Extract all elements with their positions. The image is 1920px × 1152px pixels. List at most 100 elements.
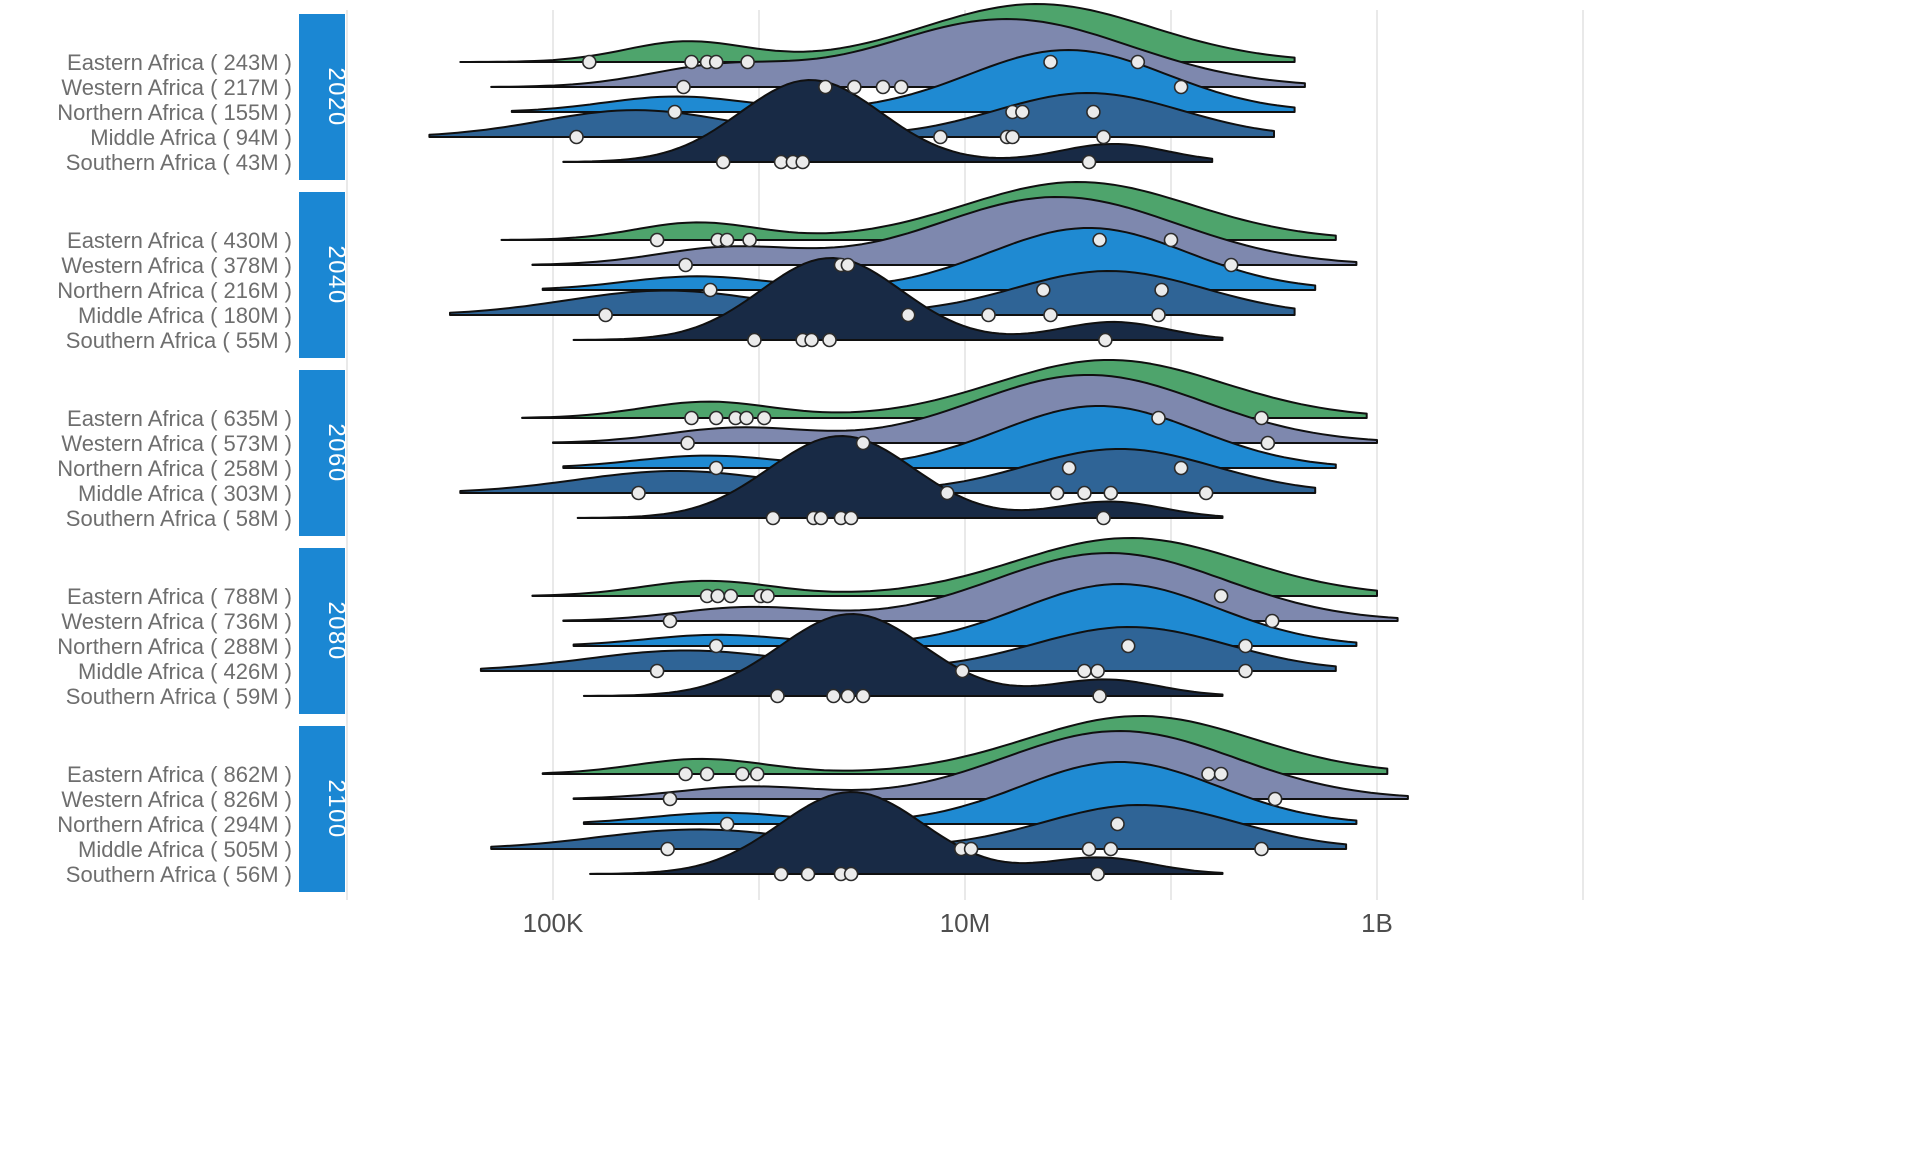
data-point-dot [813, 510, 829, 526]
data-point-dot [795, 154, 811, 170]
row-label: Eastern Africa ( 635M ) [67, 406, 292, 431]
row-label: Middle Africa ( 180M ) [78, 303, 292, 328]
data-point-dot [702, 282, 718, 298]
data-point-dot [734, 766, 750, 782]
row-label: Middle Africa ( 426M ) [78, 659, 292, 684]
data-point-dot [1043, 54, 1058, 70]
data-point-dot [708, 410, 724, 426]
data-point-dot [1163, 232, 1179, 248]
row-label: Eastern Africa ( 243M ) [67, 50, 292, 75]
data-point-dot [1201, 766, 1216, 782]
density-ridge [521, 359, 1368, 419]
data-point-dot [667, 104, 683, 120]
data-point-dot [631, 485, 646, 501]
row-label: Northern Africa ( 288M ) [57, 634, 292, 659]
density-ridge [562, 79, 1214, 163]
row-label: Southern Africa ( 59M ) [66, 684, 292, 709]
data-point-dot [840, 688, 856, 704]
data-point-dot [1036, 282, 1051, 298]
data-point-dot [1077, 663, 1092, 679]
data-point-dot [1223, 257, 1239, 273]
data-point-dot [708, 638, 724, 654]
row-label: Western Africa ( 736M ) [61, 609, 292, 634]
row-label: Western Africa ( 826M ) [61, 787, 292, 812]
data-point-dot [1173, 460, 1189, 476]
data-point-dot [684, 410, 699, 426]
row-label: Southern Africa ( 56M ) [66, 862, 292, 887]
data-point-dot [708, 54, 724, 70]
density-ridge [589, 791, 1224, 875]
data-point-dot [678, 257, 693, 273]
data-point-dot [1110, 816, 1125, 832]
data-point-dot [649, 663, 665, 679]
data-point-dot [846, 79, 862, 95]
data-point-dot [719, 232, 735, 248]
data-point-dot [822, 332, 837, 348]
data-point-dot [939, 485, 955, 501]
data-point-dot [765, 510, 781, 526]
data-point-dot [1213, 588, 1229, 604]
row-label: Southern Africa ( 43M ) [66, 150, 292, 175]
dot-layer [631, 410, 1276, 526]
year-facet-label: 2040 [323, 245, 350, 304]
data-point-dot [1081, 841, 1097, 857]
data-point-dot [747, 332, 762, 348]
data-point-dot [708, 460, 724, 476]
dot-layer [569, 54, 1189, 170]
data-point-dot [804, 332, 819, 348]
data-point-dot [770, 688, 785, 704]
data-point-dot [742, 232, 757, 248]
data-point-dot [1103, 841, 1119, 857]
data-point-dot [1260, 435, 1276, 451]
year-facet-strip [299, 370, 345, 536]
row-label: Eastern Africa ( 788M ) [67, 584, 292, 609]
data-point-dot [1043, 307, 1058, 323]
ridge-layer [459, 359, 1378, 519]
data-point-dot [1049, 485, 1065, 501]
data-point-dot [1103, 485, 1119, 501]
row-label: Southern Africa ( 58M ) [66, 506, 292, 531]
data-point-dot [875, 79, 891, 95]
density-ridge [572, 257, 1224, 341]
row-label: Eastern Africa ( 430M ) [67, 228, 292, 253]
data-point-dot [1130, 54, 1146, 70]
data-point-dot [900, 307, 916, 323]
x-tick-label: 100K [523, 908, 584, 938]
data-point-dot [1213, 766, 1229, 782]
year-facet-strip [299, 726, 345, 892]
data-point-dot [843, 510, 859, 526]
data-point-dot [855, 688, 871, 704]
data-point-dot [740, 54, 755, 70]
data-point-dot [680, 435, 695, 451]
data-point-dot [954, 663, 970, 679]
data-point-dot [749, 766, 765, 782]
data-point-dot [1096, 129, 1111, 145]
data-point-dot [1154, 282, 1169, 298]
data-point-dot [1238, 663, 1253, 679]
data-point-dot [662, 791, 678, 807]
data-point-dot [840, 257, 856, 273]
data-point-dot [569, 129, 584, 145]
ridge-layer [490, 715, 1409, 875]
data-point-dot [1267, 791, 1283, 807]
row-label: Western Africa ( 378M ) [61, 253, 292, 278]
data-point-dot [1005, 129, 1020, 145]
data-point-dot [1264, 613, 1280, 629]
dot-layer [598, 232, 1239, 348]
data-point-dot [1092, 232, 1107, 248]
row-label: Northern Africa ( 216M ) [57, 278, 292, 303]
data-point-dot [1173, 79, 1189, 95]
data-point-dot [760, 588, 775, 604]
year-facet-label: 2060 [323, 423, 350, 482]
data-point-dot [1090, 866, 1105, 882]
density-ridge [531, 537, 1378, 597]
data-point-dot [855, 435, 871, 451]
data-point-dot [1151, 307, 1166, 323]
data-point-dot [843, 866, 859, 882]
data-point-dot [660, 841, 675, 857]
data-point-dot [678, 766, 693, 782]
row-label: Eastern Africa ( 862M ) [67, 762, 292, 787]
data-point-dot [800, 866, 816, 882]
